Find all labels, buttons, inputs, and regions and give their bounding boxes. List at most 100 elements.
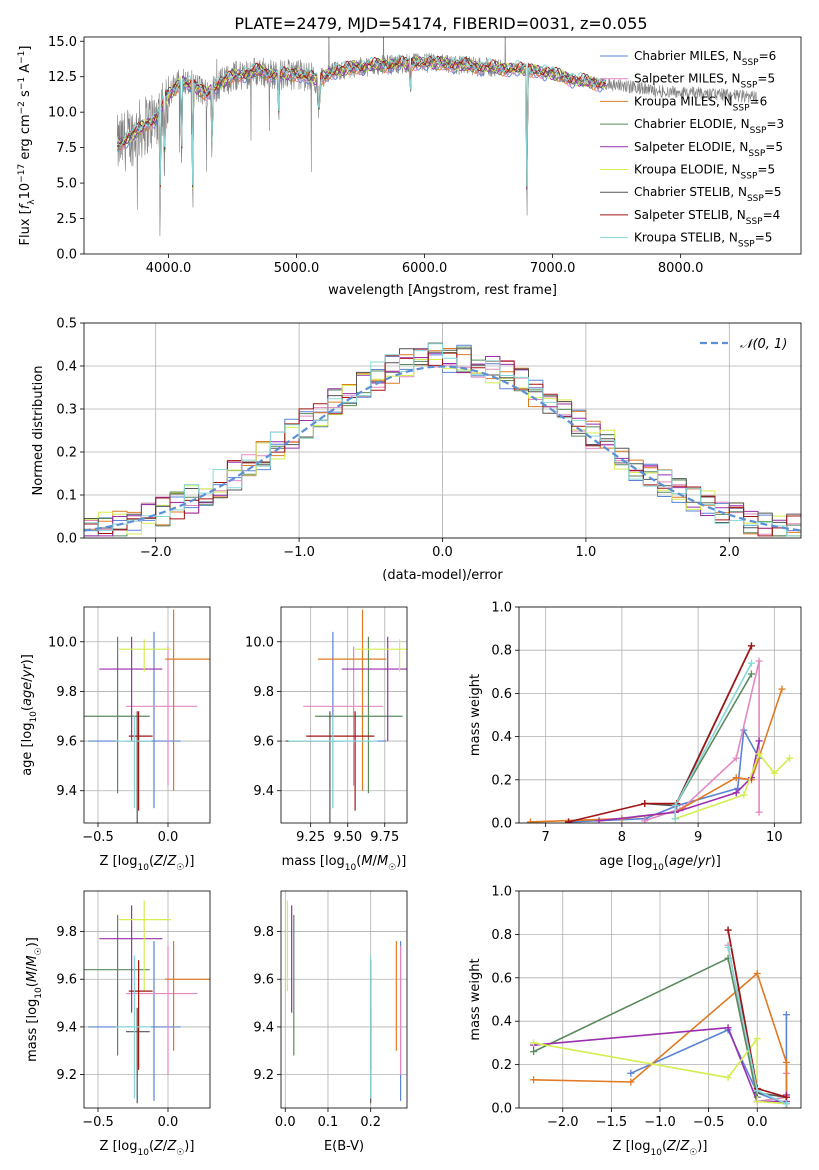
errorbar: [116, 955, 152, 1099]
axes-frame: [83, 890, 211, 1109]
panel-mass-vs-EBV: 0.0 0.1 0.2 9.2 9.4 9.6 9.8 E(B-V): [253, 890, 408, 1154]
errorbar: [128, 960, 153, 1070]
y-tick-label: 9.6: [253, 973, 274, 988]
errorbar: [126, 945, 198, 1075]
y-tick-label: 0.8: [491, 644, 512, 659]
axes-age-vs-Z: −0.5 0.0 9.4 9.6 9.8 10.0: [48, 606, 211, 845]
model-spectrum: [117, 56, 607, 191]
legend-label: Kroupa MILES, NSSP=6: [634, 94, 767, 113]
plot-area-spectrum: [116, 37, 758, 236]
x-axis-label: Z [log10(Z/Z☉)]: [100, 1139, 195, 1158]
y-tick-label: 0.0: [491, 817, 512, 832]
weight-line: [568, 729, 760, 823]
model-spectrum: [117, 54, 607, 187]
legend-spectrum: Chabrier MILES, NSSP=6 Salpeter MILES, NS…: [600, 49, 784, 250]
plot-area-age-vs-Z: [84, 609, 210, 823]
y-tick-label: 9.8: [253, 925, 274, 940]
weight-series: [671, 659, 755, 823]
y-tick-label: 9.2: [56, 1068, 77, 1083]
y-axis-label: Normed distribution: [31, 366, 46, 496]
panel-age-vs-mass: 9.25 9.50 9.75 9.4 9.6 9.8 10.0 mass [log10(M/M…: [245, 606, 408, 873]
axes-weight-vs-age: 7 8 9 10 0.0 0.2 0.4 0.6 0.8 1.0: [491, 601, 802, 845]
axes-weight-vs-Z: −2.0 −1.5 −1.0 −0.5 0.0 0.0 0.2 0.4 0.6 0.8 1.0: [491, 885, 802, 1130]
y-axis-label: mass weight: [468, 674, 483, 756]
weight-line: [674, 753, 791, 820]
legend-label: 𝒩(0, 1): [740, 337, 787, 352]
errorbar: [126, 711, 150, 823]
x-tick-label: 9.75: [370, 830, 399, 845]
legend-label: Kroupa ELODIE, NSSP=5: [634, 163, 775, 182]
y-tick-label: 0.2: [56, 446, 77, 461]
legend-label: Salpeter ELODIE, NSSP=5: [634, 140, 783, 159]
weight-line: [568, 645, 753, 823]
x-tick-label: −1.0: [644, 1115, 676, 1130]
y-tick-label: 9.8: [56, 685, 77, 700]
x-tick-label: 0.0: [158, 1115, 179, 1130]
errorbar: [288, 716, 378, 809]
y-tick-label: 2.5: [56, 212, 77, 227]
model-spectrum: [116, 55, 607, 188]
y-tick-label: 0.2: [491, 1058, 512, 1073]
legend-label: Kroupa STELIB, NSSP=5: [634, 231, 772, 250]
figure-title: PLATE=2479, MJD=54174, FIBERID=0031, z=0…: [234, 14, 647, 33]
y-tick-label: 9.6: [56, 735, 77, 750]
x-tick-label: 0.0: [747, 1115, 768, 1130]
legend-label: Chabrier ELODIE, NSSP=3: [634, 117, 784, 136]
y-tick-label: 15.0: [48, 35, 77, 50]
x-tick-label: −0.5: [693, 1115, 725, 1130]
y-tick-label: 9.2: [253, 1068, 274, 1083]
x-tick-label: 0.0: [432, 545, 453, 560]
x-tick-label: −0.5: [82, 1115, 114, 1130]
y-tick-label: 0.3: [56, 403, 77, 418]
errorbar: [355, 639, 407, 672]
grid-mass-vs-EBV: [281, 891, 407, 1108]
y-tick-label: 0.2: [491, 773, 512, 788]
panel-residuals: −2.0 −1.0 0.0 1.0 2.0 0.0 0.1 0.2 0.3 0.4 0.5 𝒩(0, …: [31, 317, 802, 583]
errorbar: [285, 711, 345, 823]
axes-age-vs-mass: 9.25 9.50 9.75 9.4 9.6 9.8 10.0: [245, 606, 408, 845]
observed-spectrum: [117, 37, 758, 236]
x-tick-label: 0.2: [360, 1115, 381, 1130]
errorbar: [341, 636, 407, 742]
x-tick-label: 8: [618, 830, 626, 845]
y-tick-label: 5.0: [56, 177, 77, 192]
x-axis-label: E(B-V): [324, 1139, 364, 1154]
x-tick-label: 5000.0: [274, 261, 320, 276]
x-tick-label: 10: [766, 830, 783, 845]
legend-label: Chabrier STELIB, NSSP=5: [634, 185, 782, 204]
x-tick-label: 7: [542, 830, 550, 845]
errorbar: [119, 900, 171, 992]
x-tick-label: −1.5: [596, 1115, 628, 1130]
x-tick-label: −0.5: [82, 830, 114, 845]
plot-area-weight-vs-age: [526, 642, 794, 823]
errorbar: [84, 914, 150, 1056]
panel-mass-vs-Z: −0.5 0.0 9.2 9.4 9.6 9.8 Z [log10(Z/Z☉)] mass […: [25, 890, 211, 1158]
weight-series: [724, 943, 790, 1108]
errorbar: [286, 631, 387, 809]
grid-mass-vs-Z: [84, 891, 210, 1108]
x-axis-label: Z [log10(Z/Z☉)]: [100, 854, 195, 873]
axes-spectrum: 4000.0 5000.0 6000.0 7000.0 8000.0 0.0 2.5 5.0 7…: [48, 35, 802, 276]
y-tick-label: 0.8: [491, 928, 512, 943]
plot-area-mass-vs-EBV: [286, 900, 402, 1104]
errorbar: [318, 609, 387, 791]
errorbar: [126, 1007, 150, 1104]
legend-label: Chabrier MILES, NSSP=6: [634, 49, 776, 68]
grid-weight-vs-Z: [519, 890, 801, 1109]
x-tick-label: 8000.0: [658, 261, 704, 276]
x-tick-label: 4000.0: [146, 261, 192, 276]
x-axis-label: age [log10(age/yr)]: [599, 854, 721, 873]
axes-mass-vs-Z: −0.5 0.0 9.2 9.4 9.6 9.8: [56, 890, 211, 1130]
errorbar: [315, 636, 403, 794]
weight-line: [530, 688, 783, 823]
x-tick-label: 6000.0: [402, 261, 448, 276]
axes-frame: [280, 606, 408, 824]
x-tick-label: 1.0: [576, 545, 597, 560]
normal-curve: [84, 365, 801, 532]
y-tick-label: 9.4: [253, 1020, 274, 1035]
legend-label: Salpeter MILES, NSSP=5: [634, 72, 775, 91]
y-tick-label: 0.1: [56, 489, 77, 504]
plot-area-age-vs-mass: [285, 609, 407, 823]
x-tick-label: 0.1: [318, 1115, 339, 1130]
